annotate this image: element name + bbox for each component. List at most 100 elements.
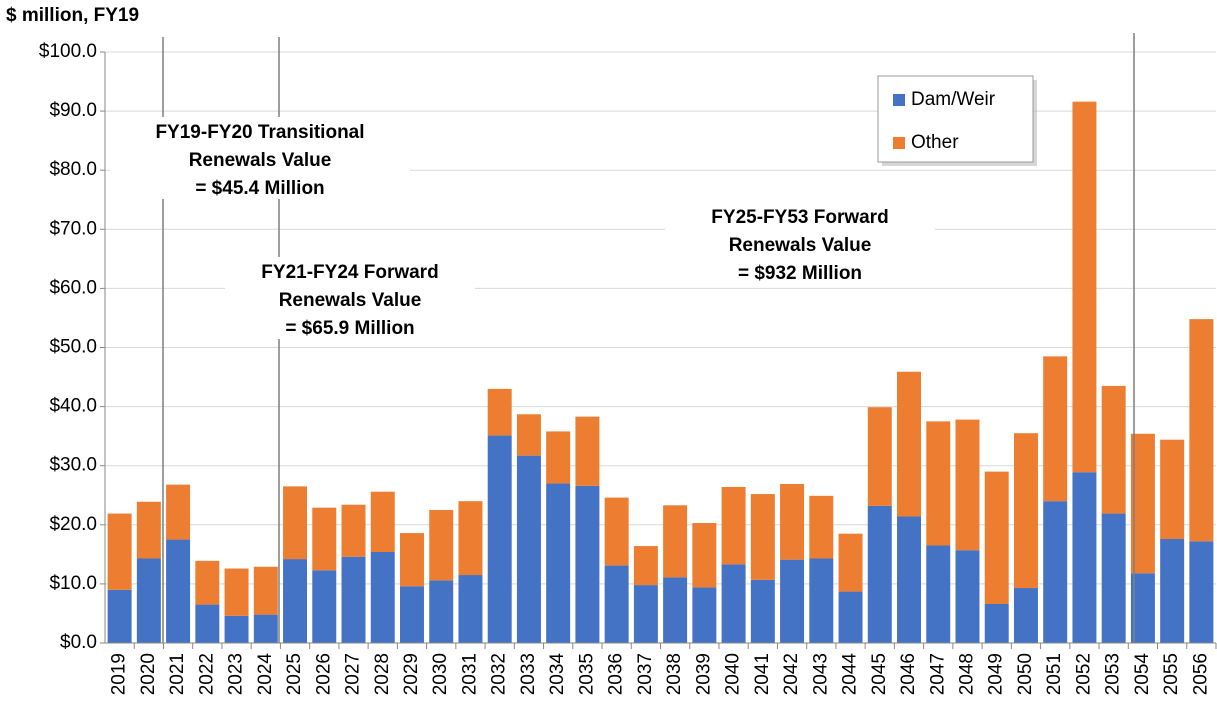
legend: Dam/Weir Other xyxy=(877,75,1037,166)
x-tick-label: 2037 xyxy=(635,653,656,695)
bar-segment xyxy=(663,505,688,578)
bar-segment xyxy=(1130,573,1155,643)
bar-segment xyxy=(926,421,951,546)
x-tick-label: 2048 xyxy=(957,653,978,695)
x-tick-label: 2050 xyxy=(1015,653,1036,695)
bar-segment xyxy=(458,575,483,643)
annotation: = $932 Million xyxy=(738,263,862,284)
bar-segment xyxy=(458,501,483,576)
x-tick-label: 2031 xyxy=(459,653,480,695)
x-tick-label: 2056 xyxy=(1190,653,1211,695)
y-tick-label: $90.0 xyxy=(49,100,97,121)
bar-segment xyxy=(107,589,132,643)
annotation-bg xyxy=(665,202,935,284)
bar-segment xyxy=(897,371,922,517)
x-tick-label: 2027 xyxy=(343,653,364,695)
x-tick-label: 2044 xyxy=(840,653,861,696)
x-tick-label: 2045 xyxy=(869,653,890,695)
bar-segment xyxy=(399,533,424,587)
annotation: = $65.9 Million xyxy=(285,318,414,339)
y-tick-label: $70.0 xyxy=(49,218,97,239)
bar-segment xyxy=(487,435,512,643)
bar-segment xyxy=(195,604,220,643)
y-tick-label: $60.0 xyxy=(49,277,97,298)
x-tick-label: 2039 xyxy=(693,653,714,695)
bar-segment xyxy=(1072,101,1097,473)
bar-segment xyxy=(516,414,541,456)
bar-segment xyxy=(107,513,132,590)
x-tick-label: 2019 xyxy=(109,653,130,695)
bar-segment xyxy=(721,564,746,643)
y-tick-label: $0.0 xyxy=(60,632,97,653)
bar-segment xyxy=(312,570,337,643)
bar-segment xyxy=(546,431,571,484)
y-tick-label: $10.0 xyxy=(49,573,97,594)
bar-segment xyxy=(1189,319,1214,542)
bar-segment xyxy=(926,545,951,643)
bar-segment xyxy=(575,416,600,486)
bar-segment xyxy=(575,485,600,643)
y-axis-title: $ million, FY19 xyxy=(6,5,139,26)
bar-segment xyxy=(1013,433,1038,589)
annotation: FY19-FY20 Transitional xyxy=(155,122,364,143)
bar-segment xyxy=(663,577,688,643)
bar-segment xyxy=(692,587,717,643)
y-tick-label: $20.0 xyxy=(49,514,97,535)
annotation: = $45.4 Million xyxy=(195,178,324,199)
x-tick-label: 2036 xyxy=(606,653,627,695)
bar-segment xyxy=(1072,472,1097,643)
bar-segment xyxy=(1130,433,1155,574)
y-tick-label: $80.0 xyxy=(49,159,97,180)
x-tick-label: 2038 xyxy=(664,653,685,695)
x-tick-label: 2053 xyxy=(1103,653,1124,695)
x-tick-label: 2028 xyxy=(372,653,393,695)
x-tick-label: 2040 xyxy=(723,653,744,695)
annotation: FY21-FY24 Forward xyxy=(261,262,438,283)
annotation: Renewals Value xyxy=(729,235,872,256)
x-tick-label: 2026 xyxy=(313,653,334,695)
bar-segment xyxy=(312,507,337,571)
x-tick-label: 2021 xyxy=(167,653,188,695)
x-tick-label: 2052 xyxy=(1073,653,1094,695)
bar-segment xyxy=(809,558,834,643)
bar-segment xyxy=(253,566,278,615)
x-tick-label: 2030 xyxy=(430,653,451,695)
y-tick-label: $50.0 xyxy=(49,337,97,358)
x-tick-label: 2043 xyxy=(810,653,831,695)
bar-segment xyxy=(283,559,308,643)
x-tick-label: 2020 xyxy=(138,653,159,695)
bar-segment xyxy=(750,494,775,580)
bar-segment xyxy=(1013,588,1038,643)
x-tick-label: 2055 xyxy=(1161,653,1182,695)
bar-segment xyxy=(838,533,863,592)
bar-segment xyxy=(370,551,395,643)
y-tick-label: $100.0 xyxy=(39,41,97,62)
bar-segment xyxy=(370,491,395,552)
bar-segment xyxy=(1043,501,1068,643)
bar-segment xyxy=(487,388,512,436)
bar-segment xyxy=(224,615,249,643)
x-tick-label: 2034 xyxy=(547,653,568,696)
bar-segment xyxy=(546,483,571,643)
bar-segment xyxy=(1160,538,1185,643)
bar-segment xyxy=(867,407,892,506)
x-tick-label: 2046 xyxy=(898,653,919,695)
bar-segment xyxy=(1101,513,1126,643)
x-tick-label: 2032 xyxy=(489,653,510,695)
annotation-bg xyxy=(110,117,410,199)
x-tick-label: 2029 xyxy=(401,653,422,695)
legend-label: Other xyxy=(911,132,959,153)
bar-segment xyxy=(955,550,980,643)
legend-swatch xyxy=(893,94,905,106)
legend-label: Dam/Weir xyxy=(911,89,996,110)
bar-segment xyxy=(429,580,454,643)
x-tick-label: 2047 xyxy=(927,653,948,695)
bar-segment xyxy=(897,516,922,643)
x-tick-label: 2033 xyxy=(518,653,539,695)
y-tick-label: $30.0 xyxy=(49,455,97,476)
bar-segment xyxy=(224,568,249,616)
x-tick-label: 2035 xyxy=(576,653,597,695)
bar-segment xyxy=(136,501,161,559)
bar-segment xyxy=(780,484,805,560)
